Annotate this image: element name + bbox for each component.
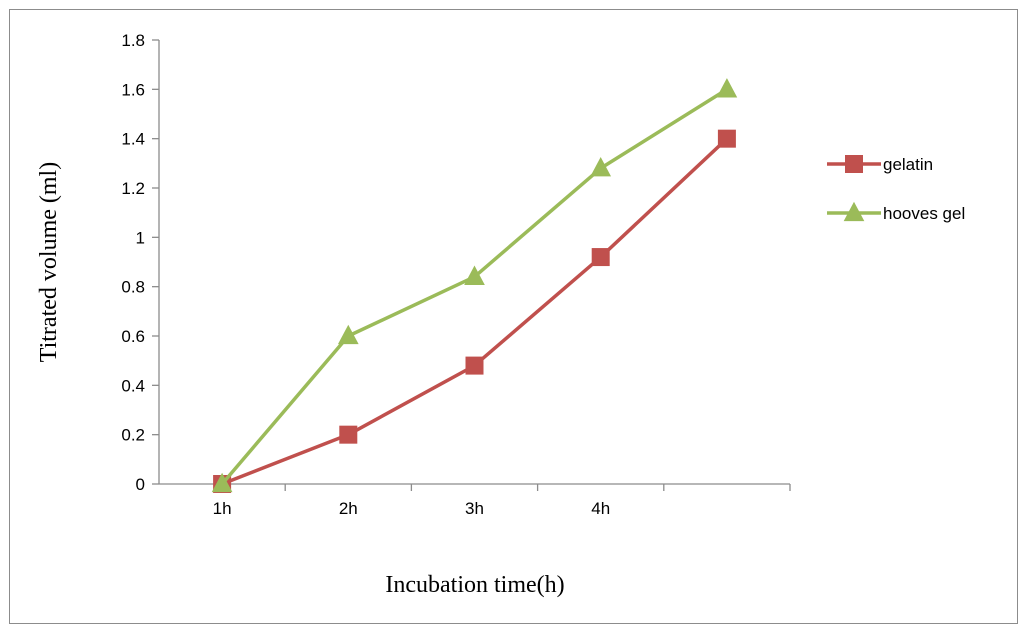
y-tick-label: 1.6 — [121, 80, 145, 99]
legend-marker — [843, 201, 865, 222]
legend-item: hooves gel — [827, 201, 965, 223]
data-point — [464, 265, 485, 285]
data-point — [717, 129, 736, 148]
y-axis-title: Titrated volume (ml) — [36, 162, 62, 362]
y-tick-label: 0.8 — [121, 278, 145, 297]
y-ticks: 0 0.2 0.4 0.6 0.8 1 1.2 1.4 1.6 1.8 — [121, 31, 159, 494]
x-tick-label: 2h — [339, 499, 358, 518]
y-tick-label: 1.4 — [121, 130, 145, 149]
legend-marker — [845, 155, 863, 173]
chart-frame — [9, 9, 1018, 624]
data-point — [590, 157, 612, 177]
series-hooves-gel — [211, 78, 738, 493]
x-tick-label: 4h — [591, 499, 610, 518]
series-layer — [211, 78, 738, 493]
legend: gelatin hooves gel — [827, 155, 965, 223]
y-tick-label: 0.6 — [121, 327, 145, 346]
series-line — [220, 87, 728, 486]
legend-label: gelatin — [883, 155, 933, 174]
y-tick-label: 0 — [136, 475, 145, 494]
legend-item: gelatin — [827, 155, 933, 174]
data-point — [337, 324, 359, 345]
y-tick-label: 0.2 — [121, 426, 145, 445]
x-tick-label: 3h — [465, 499, 484, 518]
y-tick-label: 0.4 — [121, 376, 145, 395]
data-point — [211, 472, 233, 493]
data-point — [716, 78, 738, 98]
axes — [158, 40, 790, 485]
y-tick-label: 1.8 — [121, 31, 145, 50]
data-point — [339, 425, 358, 444]
series-gelatin — [213, 129, 736, 493]
x-ticks: 1h 2h 3h 4h — [213, 484, 791, 518]
legend-label: hooves gel — [883, 204, 965, 223]
y-tick-label: 1 — [136, 228, 145, 247]
y-tick-label: 1.2 — [121, 179, 145, 198]
x-tick-label: 1h — [213, 499, 232, 518]
data-point — [591, 248, 610, 267]
data-point — [465, 356, 484, 375]
x-axis-title: Incubation time(h) — [385, 572, 564, 598]
series-line — [221, 137, 729, 486]
